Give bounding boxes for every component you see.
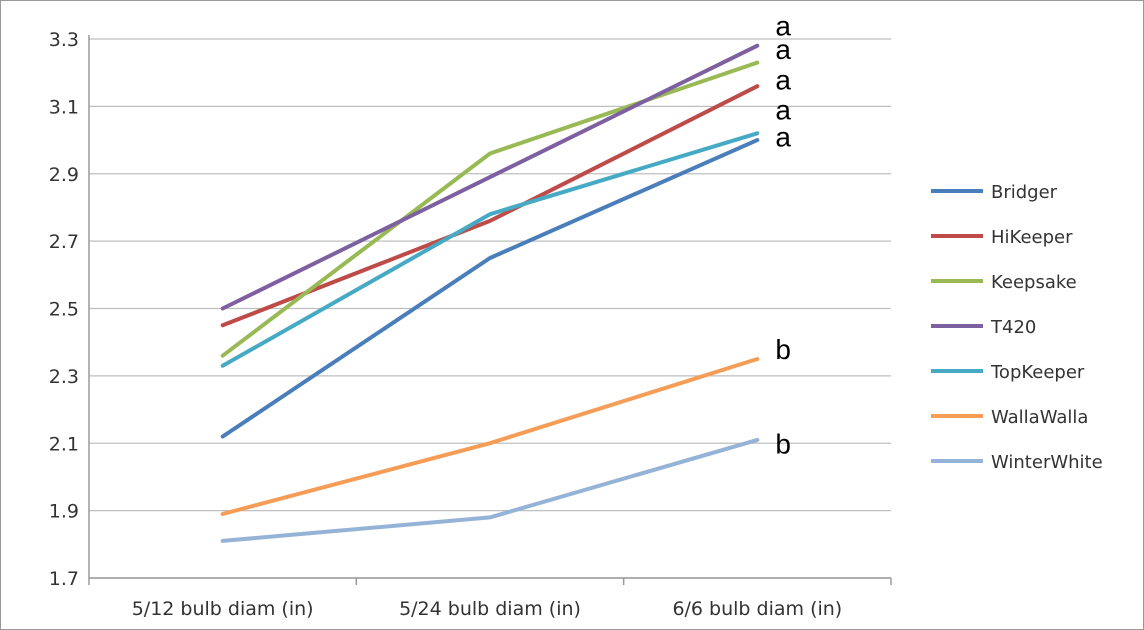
y-tick-label: 2.3 bbox=[49, 366, 79, 388]
y-tick-label: 2.9 bbox=[49, 164, 79, 186]
y-tick-label: 2.5 bbox=[49, 299, 79, 321]
y-tick-labels: 1.7 1.9 2.1 2.3 2.5 2.7 2.9 3.1 3.3 bbox=[49, 29, 79, 590]
significance-letter: a bbox=[775, 64, 791, 95]
legend-item: TopKeeper bbox=[931, 362, 1085, 383]
y-tick-label: 1.9 bbox=[49, 501, 79, 523]
legend-label: WinterWhite bbox=[991, 452, 1103, 473]
legend-item: WinterWhite bbox=[931, 452, 1103, 473]
legend: Bridger HiKeeper Keepsake T420 TopKeeper Wall… bbox=[931, 182, 1103, 473]
significance-letter: b bbox=[775, 428, 791, 459]
legend-label: Keepsake bbox=[991, 272, 1077, 293]
x-tick-label: 6/6 bulb diam (in) bbox=[672, 598, 842, 620]
series-line-t420 bbox=[220, 43, 760, 311]
legend-label: WallaWalla bbox=[991, 407, 1088, 428]
significance-letter: a bbox=[775, 122, 791, 153]
series-line-winterwhite bbox=[220, 437, 760, 543]
legend-item: Bridger bbox=[931, 182, 1058, 203]
series-line-topkeeper bbox=[220, 131, 760, 368]
x-tick-labels: 5/12 bulb diam (in) 5/24 bulb diam (in) 6/… bbox=[132, 598, 842, 620]
gridlines bbox=[89, 38, 891, 579]
y-tick-label: 2.1 bbox=[49, 433, 79, 455]
legend-item: WallaWalla bbox=[931, 407, 1088, 428]
legend-label: HiKeeper bbox=[991, 227, 1073, 248]
legend-item: T420 bbox=[931, 317, 1036, 338]
series-lines bbox=[220, 43, 760, 543]
legend-item: HiKeeper bbox=[931, 227, 1073, 248]
significance-letter: a bbox=[775, 95, 791, 126]
y-tick-label: 3.3 bbox=[49, 29, 79, 51]
x-tick-label: 5/24 bulb diam (in) bbox=[399, 598, 581, 620]
legend-label: T420 bbox=[990, 317, 1036, 338]
x-tick-label: 5/12 bulb diam (in) bbox=[132, 598, 314, 620]
y-tick-label: 1.7 bbox=[49, 568, 79, 590]
series-line-keepsake bbox=[220, 60, 760, 358]
legend-item: Keepsake bbox=[931, 272, 1077, 293]
legend-label: TopKeeper bbox=[990, 362, 1085, 383]
series-line-bridger bbox=[220, 138, 760, 439]
series-line-wallawalla bbox=[220, 357, 760, 516]
y-tick-label: 3.1 bbox=[49, 96, 79, 118]
y-tick-label: 2.7 bbox=[49, 231, 79, 253]
significance-letter: b bbox=[775, 334, 791, 365]
series-line-hikeeper bbox=[220, 84, 760, 328]
axes bbox=[88, 35, 892, 585]
legend-label: Bridger bbox=[991, 182, 1058, 203]
significance-letter: a bbox=[775, 11, 791, 42]
significance-letter: a bbox=[775, 34, 791, 65]
